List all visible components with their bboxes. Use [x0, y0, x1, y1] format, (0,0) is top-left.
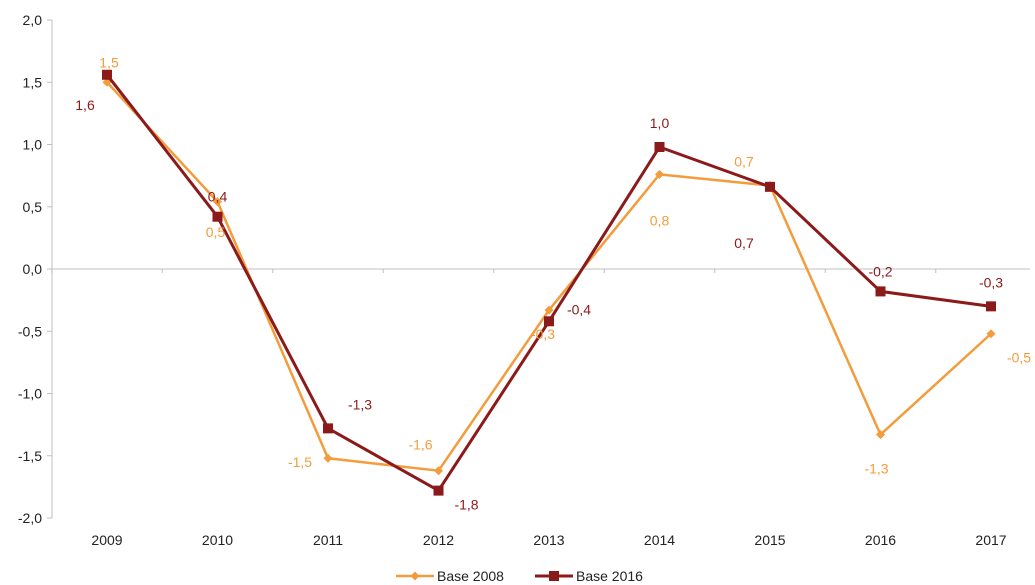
- x-tick-label: 2010: [202, 532, 233, 548]
- legend-marker-square: [549, 571, 559, 581]
- x-tick-label: 2012: [423, 532, 454, 548]
- marker-square: [323, 423, 333, 434]
- data-label: -1,3: [864, 461, 888, 477]
- data-label: 1,6: [75, 97, 95, 113]
- legend-item-base-2016: Base 2016: [535, 568, 643, 584]
- data-label: -0,2: [868, 263, 892, 279]
- marker-diamond: [876, 430, 885, 440]
- y-tick-label: 2,0: [23, 12, 43, 28]
- marker-diamond: [655, 169, 664, 179]
- marker-square: [765, 181, 775, 192]
- y-tick-label: 0,5: [23, 199, 43, 215]
- x-tick-label: 2009: [91, 532, 122, 548]
- data-label: 1,0: [650, 115, 670, 131]
- x-tick-label: 2017: [975, 532, 1006, 548]
- x-tick-label: 2014: [644, 532, 675, 548]
- data-label: -0,4: [567, 301, 591, 317]
- legend-item-base-2008: Base 2008: [396, 568, 504, 584]
- marker-square: [875, 286, 886, 297]
- y-tick-label: 1,5: [23, 74, 43, 90]
- data-label: -1,8: [454, 497, 478, 513]
- data-label: 0,7: [734, 235, 754, 251]
- data-label: -1,5: [288, 454, 312, 470]
- x-tick-label: 2015: [754, 532, 785, 548]
- x-tick-label: 2011: [313, 532, 343, 548]
- series-line-base-2008: [106, 81, 992, 472]
- data-label: 1,5: [99, 54, 119, 70]
- legend-marker-diamond: [410, 571, 420, 581]
- y-tick-label: -1,0: [18, 386, 42, 402]
- marker-square: [544, 316, 554, 327]
- y-tick-label: 0,0: [23, 261, 43, 277]
- marker-square: [986, 301, 996, 312]
- marker-diamond: [213, 197, 222, 207]
- data-label: 0,5: [206, 224, 226, 240]
- data-label: 0,4: [208, 189, 228, 205]
- data-label: -0,3: [531, 326, 555, 342]
- marker-diamond: [434, 466, 443, 476]
- series-line-base-2016: [105, 73, 992, 493]
- marker-diamond: [986, 329, 996, 339]
- data-label: -0,5: [1007, 350, 1031, 366]
- marker-square: [654, 141, 665, 152]
- marker-square: [102, 69, 112, 80]
- y-tick-label: -1,5: [18, 448, 42, 464]
- marker-square: [433, 485, 444, 496]
- data-label: -0,3: [979, 274, 1003, 290]
- marker-diamond: [544, 305, 554, 315]
- data-label: -1,6: [408, 437, 432, 453]
- data-label: -1,3: [348, 396, 372, 412]
- legend-label: Base 2016: [576, 568, 643, 584]
- marker-square: [212, 211, 223, 222]
- y-tick-label: 1,0: [23, 137, 43, 153]
- data-label: 0,8: [650, 212, 670, 228]
- legend-label: Base 2008: [437, 568, 504, 584]
- y-tick-label: -0,5: [18, 323, 42, 339]
- marker-diamond: [323, 453, 333, 463]
- x-tick-label: 2013: [533, 532, 564, 548]
- data-label: 0,7: [734, 154, 754, 170]
- x-tick-label: 2016: [865, 532, 896, 548]
- y-tick-label: -2,0: [18, 510, 42, 526]
